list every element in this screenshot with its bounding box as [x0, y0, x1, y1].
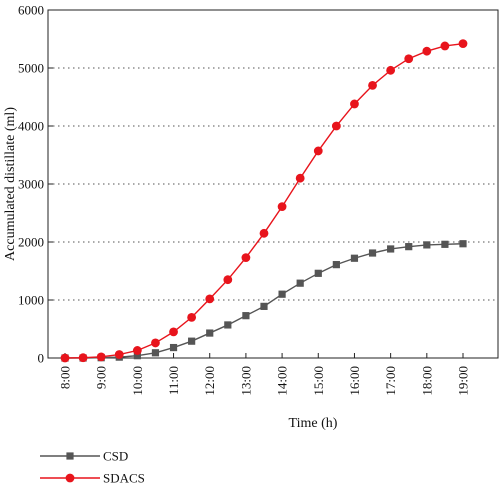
legend: CSD SDACS [40, 449, 145, 486]
x-tick-label: 17:00 [383, 366, 398, 396]
y-tick-label: 4000 [18, 119, 44, 134]
legend-marker [65, 473, 75, 483]
legend-label: CSD [103, 449, 128, 464]
data-point [151, 338, 160, 348]
data-point [350, 99, 359, 109]
data-point [96, 352, 106, 362]
y-axis-title: Accumulated distillate (ml) [3, 107, 18, 261]
data-point [386, 65, 396, 75]
data-point [260, 302, 268, 310]
data-point [387, 245, 395, 253]
x-tick-label: 11:00 [166, 366, 181, 395]
legend-marker [66, 452, 74, 460]
series-layer [60, 39, 468, 363]
x-tick-label: 12:00 [202, 366, 217, 396]
data-point [332, 261, 340, 269]
data-point [295, 173, 305, 183]
data-point [423, 241, 431, 249]
data-point [169, 343, 178, 352]
data-point [440, 41, 450, 51]
data-point [206, 329, 214, 337]
data-point [404, 54, 414, 64]
y-tick-label: 5000 [18, 61, 44, 76]
data-point [405, 243, 413, 251]
x-tick-label: 9:00 [94, 366, 109, 389]
data-point [278, 290, 286, 298]
series-line [64, 42, 464, 359]
data-point [422, 46, 432, 56]
data-point [313, 146, 323, 156]
x-tick-label: 16:00 [347, 366, 362, 396]
y-tick-label: 3000 [18, 177, 44, 192]
data-point [132, 346, 142, 355]
data-point [187, 313, 197, 322]
data-point [259, 228, 269, 238]
grid-lines [48, 67, 498, 301]
series-csd [61, 240, 467, 362]
data-point [224, 321, 232, 329]
x-tick-label: 18:00 [419, 366, 434, 396]
y-tick-label: 2000 [18, 235, 44, 250]
data-point [205, 294, 215, 304]
legend-item-sdacs: SDACS [40, 471, 145, 486]
data-point [78, 353, 88, 363]
series-sdacs [60, 39, 468, 363]
data-point [60, 353, 70, 363]
data-point [296, 279, 304, 287]
data-point [277, 202, 287, 212]
y-tick-label: 1000 [18, 293, 44, 308]
data-point [242, 312, 250, 320]
data-point [241, 253, 251, 263]
y-tick-label: 0 [38, 351, 45, 366]
data-point [169, 327, 178, 337]
x-tick-label: 10:00 [130, 366, 145, 396]
y-tick-label: 6000 [18, 3, 44, 18]
data-point [459, 240, 467, 248]
data-point [114, 350, 124, 359]
data-point [223, 275, 233, 285]
x-axis-ticks: 8:00 9:00 10:00 11:00 12:00 13:00 14:00 15:00 16… [58, 353, 471, 396]
data-point [441, 240, 449, 248]
x-tick-label: 8:00 [58, 366, 73, 389]
data-point [331, 121, 341, 131]
data-point [188, 337, 196, 345]
data-point [151, 349, 160, 357]
x-tick-label: 13:00 [238, 366, 253, 396]
x-tick-label: 19:00 [456, 366, 471, 396]
data-point [368, 81, 377, 90]
series-line [65, 243, 464, 359]
data-point [314, 269, 322, 277]
x-tick-label: 14:00 [275, 366, 290, 396]
x-tick-label: 15:00 [311, 366, 326, 396]
legend-item-csd: CSD [40, 449, 128, 464]
data-point [133, 352, 141, 360]
x-axis-title: Time (h) [289, 416, 338, 431]
y-axis-ticks: 0 1000 2000 3000 4000 5000 6000 [18, 3, 53, 366]
data-point [368, 249, 377, 257]
legend-label: SDACS [103, 471, 145, 486]
data-point [350, 254, 359, 262]
data-point [458, 39, 468, 49]
